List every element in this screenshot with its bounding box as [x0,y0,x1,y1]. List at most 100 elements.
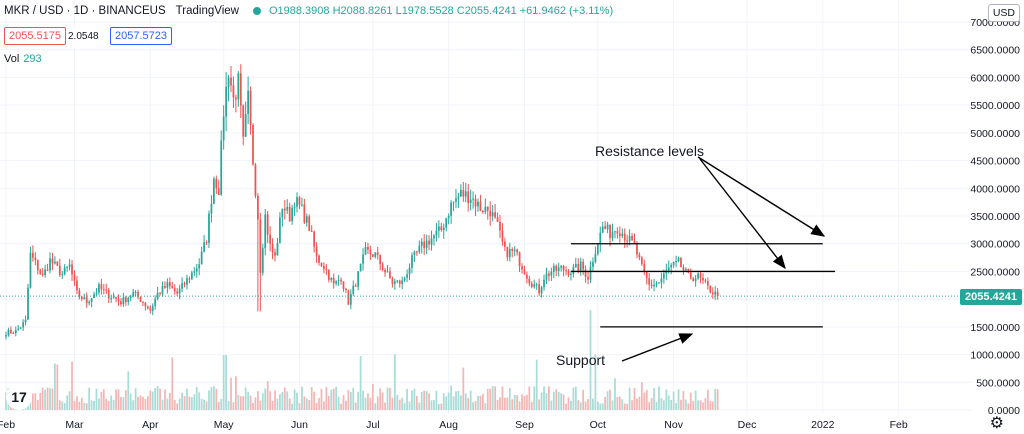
candle [61,274,64,276]
candle [716,291,719,297]
candle [230,77,232,86]
volume-bar [606,391,609,410]
candle [34,257,37,260]
volume-bar [633,388,636,410]
annotation-arrow [621,333,694,362]
volume-bar [716,389,719,410]
volume-bar [156,386,159,410]
candle [433,235,435,239]
y-axis-tick-label: 5500.0000 [970,100,1020,112]
candle [389,271,391,279]
volume-bar [291,403,294,410]
candle [279,217,281,244]
volume-bar [486,388,489,410]
volume-bar [80,397,83,410]
candle [327,270,330,280]
volume-bar [310,387,313,410]
volume-bar [283,387,286,410]
currency-selector[interactable]: USD [987,4,1020,22]
candle [345,288,347,291]
volume-bar [178,398,181,410]
volume-bar [455,391,457,410]
symbol-label[interactable]: MKR / USD · 1D · BINANCEUS [4,5,166,17]
tradingview-logo-icon[interactable]: 17 [6,384,32,410]
volume-bar [445,396,448,410]
candle [76,280,78,291]
candle [369,249,372,255]
candle [78,290,81,297]
volume-bar [274,390,276,410]
candle [12,332,15,334]
volume-bar [115,389,117,410]
candle [435,230,438,236]
candle [489,210,492,217]
volume-bar [601,403,604,410]
candle [276,243,279,256]
volume-bar [176,403,179,410]
candle [694,278,697,281]
candle [408,267,411,275]
volume-bar [506,397,509,410]
volume-bar [469,390,472,410]
candle [227,77,230,87]
candle [217,188,220,195]
gear-icon[interactable]: ⚙ [989,415,1004,432]
volume-bar [58,400,61,410]
candle [704,280,707,282]
volume-bar [193,394,196,410]
volume-bar [694,390,697,410]
volume-bar [288,398,291,410]
x-axis-tick-label: Mar [65,419,84,431]
candle [516,249,519,253]
candle [41,273,44,276]
volume-bar [452,396,455,410]
candle [68,264,71,267]
volume-bar [391,397,394,410]
volume-bar [442,393,445,410]
volume-bar [215,388,218,410]
candle [239,73,242,106]
volume-bar [638,396,641,410]
volume-bar [49,388,51,410]
volume-bar [636,398,638,410]
candle [457,196,460,199]
sell-price-button[interactable]: 2055.5175 [4,27,66,45]
candle [653,284,655,286]
volume-bar [252,402,254,410]
volume-bar [616,396,619,410]
volume-bar [340,403,342,410]
volume-bar [626,403,629,410]
volume-bar [325,387,328,410]
candle [332,277,335,284]
candle [186,278,188,285]
volume-bar [589,310,592,410]
candle [543,279,545,288]
candle [462,189,465,197]
volume-bar [540,392,543,410]
candle [325,268,328,271]
candle [176,291,179,294]
volume-bar [594,354,597,410]
candle [335,280,338,284]
candle [32,252,34,258]
volume-bar [276,398,279,410]
volume-bar [428,393,430,410]
candle [195,268,198,272]
volume-bar [411,390,413,410]
candle [667,267,670,271]
candle [249,90,252,125]
volume-bar [173,400,176,410]
candle [574,263,577,268]
candle [183,283,186,285]
volume-bar [220,398,223,410]
candle [188,278,191,280]
candle [301,204,303,206]
candle [623,233,626,241]
candle [313,231,316,247]
candle [266,214,269,235]
buy-price-button[interactable]: 2057.5723 [110,27,172,45]
volume-value: 293 [23,53,42,65]
volume-bar [139,395,142,410]
candle [567,270,570,276]
